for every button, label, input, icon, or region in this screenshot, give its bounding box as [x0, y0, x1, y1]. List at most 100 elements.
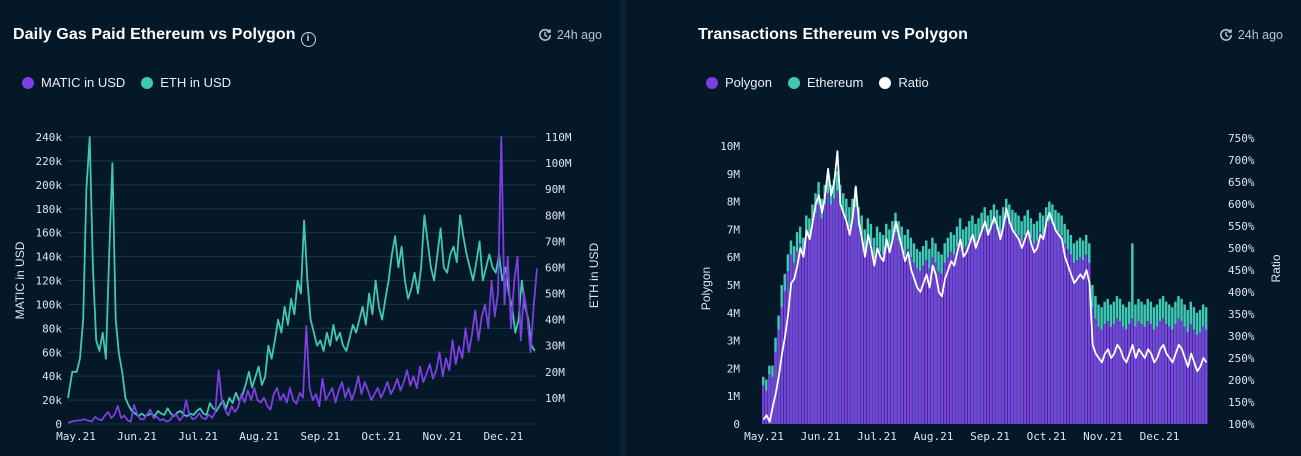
legend-swatch: [22, 76, 34, 89]
bar-polygon: [915, 268, 919, 424]
bar-polygon: [1146, 321, 1149, 424]
x-tick-label: Nov.21: [1083, 430, 1123, 443]
bar-polygon: [958, 237, 962, 424]
bar-polygon: [1026, 229, 1029, 424]
bar-polygon: [955, 246, 959, 424]
bar-polygon: [1180, 321, 1183, 424]
bar-polygon: [1112, 323, 1116, 424]
chart-legend: MATIC in USD ETH in USD: [22, 75, 231, 90]
x-tick-label: Jul.21: [178, 430, 218, 443]
legend-swatch: [879, 76, 892, 89]
bar-polygon: [986, 235, 990, 424]
bar-polygon: [860, 235, 863, 424]
bar-polygon: [1097, 326, 1100, 424]
bar-polygon: [845, 218, 848, 424]
bar-polygon: [1161, 318, 1165, 424]
bar-polygon: [1183, 326, 1186, 424]
last-updated: 24h ago: [538, 28, 602, 42]
y-tick-label: 20k: [42, 394, 62, 407]
y2-tick-label: 150%: [1228, 396, 1255, 409]
x-tick-label: Sep.21: [300, 430, 340, 443]
bar-polygon: [814, 212, 817, 424]
x-tick-label: Nov.21: [422, 430, 462, 443]
bar-polygon: [1174, 323, 1177, 424]
bar-polygon: [869, 243, 873, 424]
bar-polygon: [1069, 254, 1073, 424]
bar-polygon: [885, 243, 888, 424]
y-tick-label: 60k: [42, 346, 62, 359]
x-tick-label: May.21: [744, 430, 784, 443]
bar-polygon: [912, 262, 916, 424]
bar-polygon: [974, 243, 977, 424]
bar-polygon: [1008, 223, 1011, 424]
refresh-clock-icon: [1219, 28, 1232, 41]
panel-title: Transactions Ethereum vs Polygon: [698, 26, 968, 44]
y-tick-label: 180k: [36, 203, 63, 216]
y2-tick-label: 300%: [1228, 330, 1255, 343]
y2-tick-label: 110M: [545, 131, 572, 144]
last-updated-text: 24h ago: [556, 28, 602, 42]
legend-item-eth[interactable]: ETH in USD: [141, 75, 231, 90]
bar-polygon: [881, 254, 885, 424]
y2-tick-label: 700%: [1228, 154, 1255, 167]
x-tick-label: Oct.21: [361, 430, 401, 443]
bar-polygon: [995, 229, 999, 424]
y-tick-label: 0: [733, 418, 740, 431]
bar-polygon: [1168, 326, 1171, 424]
x-tick-label: Dec.21: [484, 430, 524, 443]
bar-polygon: [765, 390, 768, 424]
y2-axis-title: ETH in USD: [587, 242, 601, 308]
y2-tick-label: 90M: [545, 183, 565, 196]
y2-tick-label: 350%: [1228, 308, 1255, 321]
series-line-eth-in-usd: [67, 136, 536, 418]
bar-polygon: [1131, 318, 1134, 424]
bar-polygon: [792, 262, 796, 424]
y2-tick-label: 10M: [545, 392, 565, 405]
y2-tick-label: 40M: [545, 314, 565, 327]
y2-tick-label: 60M: [545, 261, 565, 274]
y-tick-label: 2M: [727, 362, 741, 375]
y-tick-label: 9M: [727, 168, 741, 181]
bar-polygon: [989, 229, 993, 424]
legend-swatch: [787, 76, 800, 89]
bar-polygon: [1201, 326, 1205, 424]
y-tick-label: 200k: [36, 179, 63, 192]
bar-polygon: [848, 226, 851, 424]
legend-item-matic[interactable]: MATIC in USD: [22, 75, 125, 90]
bar-polygon: [1048, 221, 1051, 424]
bar-polygon: [1204, 329, 1208, 424]
bar-polygon: [1198, 332, 1202, 424]
legend-item-ratio[interactable]: Ratio: [879, 75, 929, 90]
bar-polygon: [1041, 235, 1045, 424]
series-line-matic-in-usd: [67, 136, 538, 424]
bar-polygon: [798, 243, 802, 424]
bar-polygon: [789, 254, 793, 424]
panel-title: Daily Gas Paid Ethereum vs Polygon i: [13, 26, 316, 47]
bar-polygon: [866, 237, 870, 424]
bar-polygon: [875, 246, 879, 424]
y2-tick-label: 70M: [545, 235, 565, 248]
y2-tick-label: 500%: [1228, 242, 1255, 255]
legend-label: Polygon: [725, 75, 772, 90]
bar-polygon: [940, 273, 943, 424]
legend-item-ethereum[interactable]: Ethereum: [787, 75, 863, 90]
bar-polygon: [1029, 237, 1033, 424]
bar-polygon: [1094, 318, 1097, 424]
bar-polygon: [1004, 218, 1008, 424]
info-icon[interactable]: i: [300, 32, 316, 47]
x-tick-label: Dec.21: [1140, 430, 1180, 443]
legend-item-polygon[interactable]: Polygon: [706, 75, 772, 90]
y2-tick-label: 80M: [545, 209, 565, 222]
y-tick-label: 120k: [36, 275, 63, 288]
bars: [762, 171, 1208, 424]
bar-polygon: [1155, 326, 1159, 424]
bar-polygon: [1109, 326, 1113, 424]
gridlines: [68, 136, 537, 425]
bar-polygon: [795, 251, 799, 424]
bar-polygon: [1192, 329, 1196, 424]
y2-tick-label: 100%: [1228, 418, 1255, 431]
bar-polygon: [1164, 323, 1168, 424]
y-axis-title: Polygon: [699, 267, 713, 310]
bar-polygon: [817, 204, 820, 424]
y2-tick-label: 50M: [545, 288, 565, 301]
